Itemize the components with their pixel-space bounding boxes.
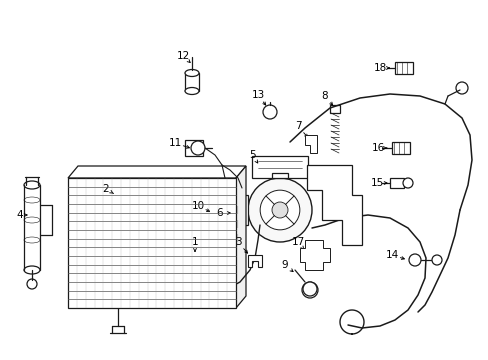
Text: 8: 8 (321, 91, 327, 101)
Bar (394, 62, 412, 74)
Ellipse shape (24, 181, 40, 189)
Circle shape (431, 255, 441, 265)
Circle shape (263, 105, 276, 119)
Text: 3: 3 (234, 237, 241, 247)
Text: 2: 2 (102, 184, 109, 194)
Text: 5: 5 (248, 150, 255, 160)
Bar (329, 105, 339, 113)
Circle shape (191, 141, 204, 155)
Bar (391, 142, 409, 154)
Bar (251, 156, 307, 178)
Polygon shape (306, 165, 361, 245)
Text: 15: 15 (369, 178, 383, 188)
Circle shape (271, 202, 287, 218)
Text: 1: 1 (191, 237, 198, 247)
Text: 13: 13 (251, 90, 264, 100)
Text: 17: 17 (291, 237, 304, 247)
Polygon shape (68, 178, 236, 308)
Ellipse shape (24, 266, 40, 274)
Text: 6: 6 (216, 208, 223, 218)
Polygon shape (68, 166, 245, 178)
Polygon shape (247, 255, 262, 267)
Bar (271, 173, 287, 178)
Circle shape (27, 279, 37, 289)
Bar (227, 195, 247, 225)
Polygon shape (299, 240, 329, 270)
Polygon shape (236, 166, 245, 308)
Text: 14: 14 (385, 250, 398, 260)
Text: 16: 16 (370, 143, 384, 153)
Bar (389, 178, 403, 188)
Circle shape (408, 254, 420, 266)
Text: 11: 11 (168, 138, 181, 148)
Polygon shape (305, 135, 316, 153)
Circle shape (247, 178, 311, 242)
Bar (184, 140, 203, 156)
Circle shape (260, 190, 299, 230)
Bar (227, 205, 238, 215)
Circle shape (303, 282, 316, 296)
Text: 12: 12 (176, 51, 189, 61)
Ellipse shape (184, 69, 199, 77)
Circle shape (402, 178, 412, 188)
Bar (184, 73, 199, 91)
Ellipse shape (184, 87, 199, 94)
Bar (227, 233, 238, 243)
Text: 10: 10 (191, 201, 204, 211)
Bar (227, 219, 238, 229)
Text: 18: 18 (373, 63, 386, 73)
Circle shape (302, 282, 317, 298)
Circle shape (455, 82, 467, 94)
Text: 4: 4 (17, 210, 23, 220)
Text: 7: 7 (294, 121, 301, 131)
Bar (108, 187, 120, 203)
Text: 9: 9 (281, 260, 288, 270)
